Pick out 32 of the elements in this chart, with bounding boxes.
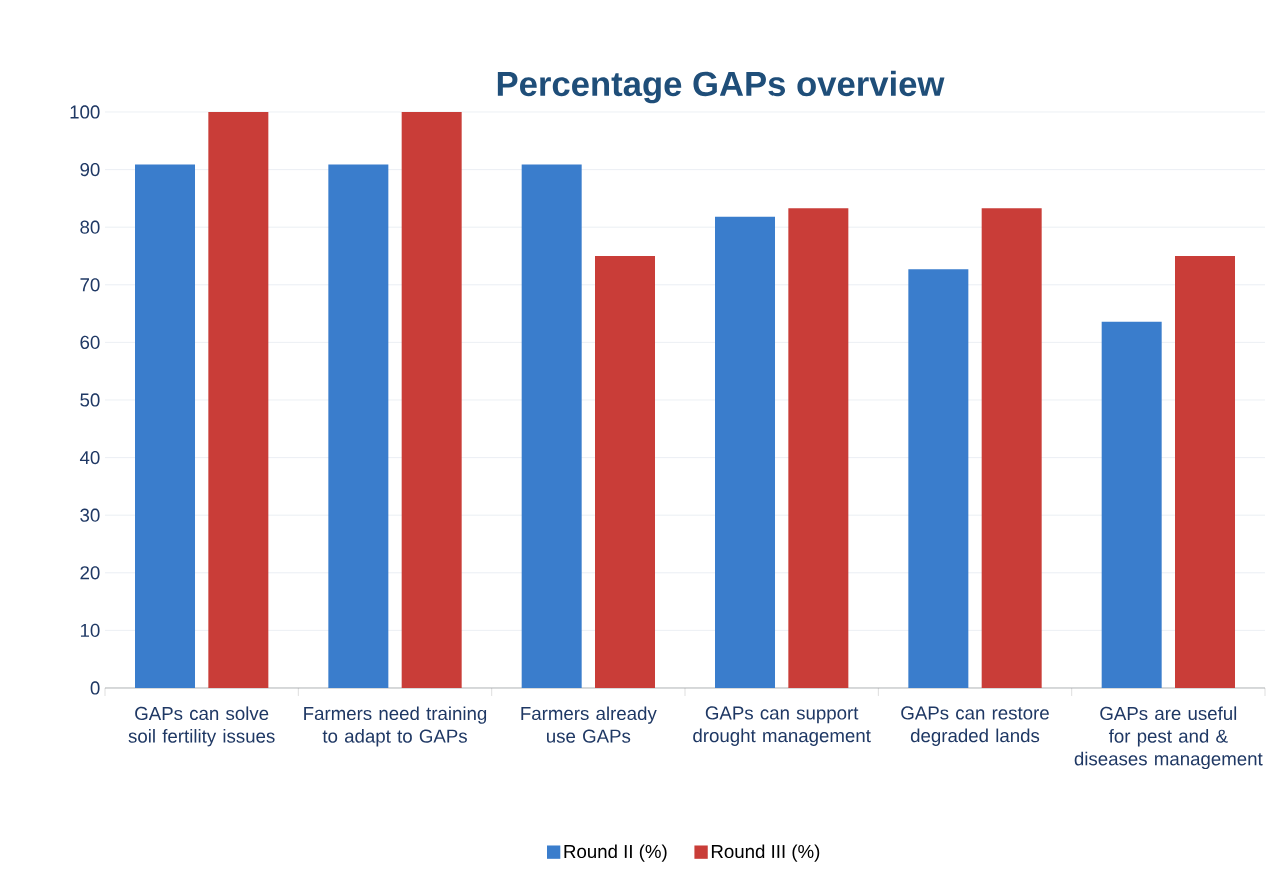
x-tick-label: Farmers already use GAPs (521, 706, 657, 743)
bar (208, 111, 269, 688)
legend-label: Round II (%) (564, 844, 667, 862)
bar (908, 269, 969, 688)
bar (981, 208, 1042, 688)
y-tick-label: 60 (80, 335, 100, 349)
x-tick-label: GAPs can restore degraded lands (901, 706, 1049, 746)
y-tick-label: 50 (80, 393, 100, 407)
legend-label: Round III (%) (711, 844, 820, 862)
y-tick-label: 10 (80, 623, 100, 637)
y-tick-label: 80 (80, 220, 100, 234)
bar (788, 208, 849, 688)
y-tick-label: 30 (80, 508, 100, 522)
x-tick-label: GAPs can solve soil fertility issues (128, 706, 275, 747)
y-tick-label: 0 (90, 681, 100, 695)
bar (328, 164, 389, 688)
y-tick-label: 100 (70, 105, 100, 119)
y-tick-label: 90 (80, 162, 100, 177)
bar (715, 216, 776, 688)
bar (1101, 321, 1162, 688)
bar (521, 164, 582, 688)
x-tick-label: GAPs can support drought management (693, 706, 871, 746)
chart-title: Percentage GAPs overview (497, 70, 945, 104)
bar (135, 164, 196, 688)
x-tick-label: Farmers need training to adapt to GAPs (304, 706, 487, 747)
bar (1175, 255, 1236, 688)
bar (595, 255, 656, 688)
x-tick-label: GAPs are useful for pest and & diseases management (1074, 706, 1263, 770)
y-tick-label: 70 (80, 278, 100, 292)
y-tick-label: 40 (79, 450, 100, 465)
bar (401, 111, 462, 688)
y-tick-label: 20 (80, 566, 100, 580)
